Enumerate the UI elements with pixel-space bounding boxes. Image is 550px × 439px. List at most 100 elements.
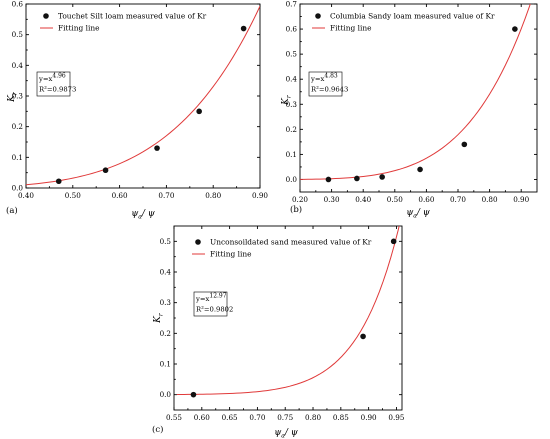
equation-exponent: 4.96 — [52, 73, 66, 80]
legend-point-marker — [315, 13, 321, 19]
equation-exponent: 12.97 — [209, 293, 226, 300]
y-tick-label: 0.0 — [286, 175, 298, 184]
data-point — [461, 141, 468, 148]
data-point — [190, 391, 197, 398]
x-tick-label: 0.30 — [324, 195, 340, 204]
y-tick-label: 0.5 — [12, 30, 24, 39]
r-squared-text: R²=0.9873 — [39, 86, 76, 94]
y-tick-label: 0.5 — [286, 50, 298, 59]
y-tick-label: 0.2 — [160, 329, 171, 338]
data-point — [417, 166, 423, 173]
x-tick-label: 0.60 — [194, 413, 210, 422]
x-tick-label: 0.60 — [418, 195, 434, 204]
y-axis-label-sub: r — [286, 94, 293, 98]
data-point — [240, 25, 247, 32]
equation-main: y=x — [195, 295, 210, 303]
x-axis-label: ψa/ ψ — [131, 209, 156, 221]
y-tick-label: 0.0 — [12, 184, 24, 193]
panel-label: (a) — [6, 205, 18, 216]
data-point — [360, 333, 366, 340]
fitting-line — [176, 226, 400, 396]
x-tick-label: 0.20 — [292, 195, 308, 204]
x-axis-label: ψa/ ψ — [406, 208, 431, 220]
x-tick-label: 0.80 — [482, 195, 498, 204]
y-tick-label: 0.4 — [160, 268, 172, 277]
panel-label: (c) — [152, 424, 163, 435]
x-tick-label: 0.65 — [222, 413, 238, 422]
equation-main: y=x — [310, 75, 325, 83]
data-point — [512, 26, 518, 32]
y-axis-label: Kr — [7, 91, 19, 103]
legend-point-marker — [43, 13, 49, 19]
y-tick-label: 0.0 — [160, 390, 172, 399]
y-tick-label: 0.4 — [286, 75, 298, 84]
x-axis-label-sub: a — [413, 213, 417, 220]
x-tick-label: 0.70 — [158, 191, 174, 200]
y-tick-label: 0.3 — [160, 298, 172, 307]
x-axis-label-sub: a — [138, 214, 142, 221]
y-tick-label: 0.3 — [286, 100, 298, 109]
fitting-line — [300, 4, 531, 180]
x-tick-label: 0.75 — [277, 413, 293, 422]
equation-text: y=x4.96 — [38, 73, 66, 84]
legend-line-label: Fitting line — [330, 24, 372, 33]
plot-frame — [299, 3, 538, 193]
y-tick-label: 0.5 — [160, 237, 172, 246]
legend-line-label: Fitting line — [210, 250, 252, 259]
x-tick-label: 0.95 — [388, 413, 404, 422]
panel-label: (b) — [290, 204, 302, 215]
legend-line-label: Fitting line — [58, 24, 100, 33]
y-tick-label: 0.6 — [12, 0, 24, 9]
data-point — [196, 108, 202, 115]
panel-a: 0.40 0.50 0.60 0.70 0.80 0.90 0.0 0.1 0.2 0.3 0.4 0… — [6, 0, 268, 221]
x-tick-label: 0.80 — [205, 191, 221, 200]
equation-box — [36, 71, 71, 97]
y-axis-label: Kr — [153, 312, 165, 324]
data-point — [102, 167, 109, 174]
y-axis-label: Kr — [281, 94, 293, 106]
y-tick-label: 0.2 — [286, 125, 297, 134]
equation-text: y=x4.83 — [310, 73, 338, 84]
x-tick-label: 0.55 — [166, 413, 182, 422]
legend-points-label: Unconsoildated sand measured value of Kr — [210, 238, 372, 247]
data-point — [379, 174, 385, 180]
r-squared-text: R²=0.9643 — [311, 86, 348, 94]
x-tick-label: 0.80 — [305, 413, 321, 422]
x-tick-label: 0.50 — [65, 191, 81, 200]
equation-main: y=x — [38, 75, 53, 83]
x-tick-label: 0.60 — [112, 191, 128, 200]
legend-points-label: Touchet Silt loam measured value of Kr — [58, 12, 207, 21]
y-tick-label: 0.6 — [286, 25, 298, 34]
equation-box — [308, 71, 343, 97]
panel-c: 0.55 0.60 0.65 0.70 0.75 0.80 0.85 0.90 0.95 0.0 0… — [152, 225, 405, 439]
x-axis-label-rest: / ψ — [416, 208, 431, 218]
y-tick-label: 0.3 — [12, 92, 24, 101]
x-axis-label: ψa/ ψ — [274, 428, 299, 439]
x-tick-label: 0.70 — [450, 195, 466, 204]
y-tick-label: 0.1 — [12, 153, 23, 162]
data-point — [390, 238, 397, 245]
y-axis-label-sub: r — [12, 91, 19, 95]
x-tick-label: 0.90 — [513, 195, 529, 204]
legend-point-marker — [195, 239, 201, 245]
y-tick-label: 0.7 — [286, 0, 298, 9]
data-point — [154, 145, 160, 151]
x-tick-label: 0.85 — [333, 413, 349, 422]
y-tick-label: 0.2 — [12, 122, 23, 131]
x-tick-label: 0.90 — [361, 413, 377, 422]
x-tick-label: 0.70 — [249, 413, 265, 422]
y-tick-label: 0.1 — [160, 360, 171, 369]
panel-b: 0.20 0.30 0.40 0.50 0.60 0.70 0.80 0.90 0.0 0.1 0.… — [281, 0, 538, 220]
x-tick-label: 0.40 — [18, 191, 34, 200]
x-axis-label-sub: a — [281, 433, 285, 439]
data-point — [354, 175, 360, 182]
data-point — [325, 176, 332, 183]
equation-text: y=x12.97 — [195, 293, 227, 304]
r-squared-text: R²=0.9802 — [196, 306, 233, 314]
x-tick-label: 0.50 — [387, 195, 403, 204]
equation-box — [193, 291, 228, 317]
data-point — [55, 178, 62, 185]
y-tick-label: 0.1 — [286, 150, 297, 159]
equation-exponent: 4.83 — [324, 73, 338, 80]
legend-points-label: Columbia Sandy loam measured value of Kr — [330, 12, 495, 21]
